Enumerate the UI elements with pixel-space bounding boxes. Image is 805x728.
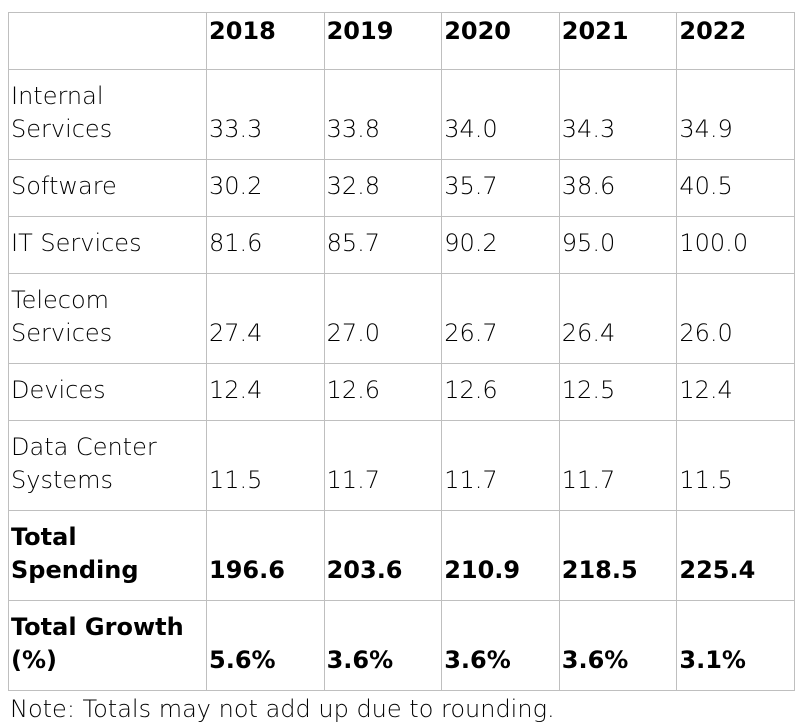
table-row: Total Growth (%) 5.6% 3.6% 3.6% 3.6% 3.1% [9, 601, 795, 691]
value-cell: 12.6 [324, 364, 442, 421]
page: 2018 2019 2020 2021 2022 Internal Services 33.… [0, 0, 805, 728]
value-cell: 12.4 [207, 364, 325, 421]
row-label-cell: Devices [9, 364, 207, 421]
value-cell: 12.4 [677, 364, 795, 421]
value-cell: 27.4 [207, 274, 325, 364]
value-cell: 210.9 [442, 511, 560, 601]
value-cell: 11.5 [677, 421, 795, 511]
value-cell: 3.6% [559, 601, 677, 691]
table-row: Internal Services 33.3 33.8 34.0 34.3 34.9 [9, 70, 795, 160]
value-cell: 3.1% [677, 601, 795, 691]
value-cell: 35.7 [442, 160, 560, 217]
table-row: Total Spending 196.6 203.6 210.9 218.5 225.4 [9, 511, 795, 601]
table-row: Telecom Services 27.4 27.0 26.7 26.4 26.0 [9, 274, 795, 364]
spending-table: 2018 2019 2020 2021 2022 Internal Services 33.… [8, 12, 795, 691]
value-cell: 30.2 [207, 160, 325, 217]
year-header-cell: 2018 [207, 13, 325, 70]
value-cell: 33.3 [207, 70, 325, 160]
row-label-cell: Software [9, 160, 207, 217]
value-cell: 11.5 [207, 421, 325, 511]
value-cell: 11.7 [442, 421, 560, 511]
value-cell: 81.6 [207, 217, 325, 274]
header-corner-cell [9, 13, 207, 70]
row-label-cell: Data Center Systems [9, 421, 207, 511]
value-cell: 100.0 [677, 217, 795, 274]
value-cell: 12.5 [559, 364, 677, 421]
value-cell: 27.0 [324, 274, 442, 364]
value-cell: 26.7 [442, 274, 560, 364]
value-cell: 34.0 [442, 70, 560, 160]
value-cell: 38.6 [559, 160, 677, 217]
year-header-cell: 2019 [324, 13, 442, 70]
value-cell: 34.9 [677, 70, 795, 160]
value-cell: 196.6 [207, 511, 325, 601]
value-cell: 5.6% [207, 601, 325, 691]
value-cell: 225.4 [677, 511, 795, 601]
year-header-cell: 2020 [442, 13, 560, 70]
value-cell: 40.5 [677, 160, 795, 217]
value-cell: 26.4 [559, 274, 677, 364]
row-label-cell: Internal Services [9, 70, 207, 160]
row-label-cell: Total Spending [9, 511, 207, 601]
value-cell: 218.5 [559, 511, 677, 601]
value-cell: 34.3 [559, 70, 677, 160]
table-row: IT Services 81.6 85.7 90.2 95.0 100.0 [9, 217, 795, 274]
table-row: Devices 12.4 12.6 12.6 12.5 12.4 [9, 364, 795, 421]
row-label-cell: Total Growth (%) [9, 601, 207, 691]
value-cell: 11.7 [559, 421, 677, 511]
table-row: Software 30.2 32.8 35.7 38.6 40.5 [9, 160, 795, 217]
value-cell: 95.0 [559, 217, 677, 274]
value-cell: 32.8 [324, 160, 442, 217]
year-header-cell: 2021 [559, 13, 677, 70]
footnote: Note: Totals may not add up due to round… [10, 694, 555, 724]
row-label-cell: IT Services [9, 217, 207, 274]
value-cell: 3.6% [442, 601, 560, 691]
value-cell: 203.6 [324, 511, 442, 601]
value-cell: 11.7 [324, 421, 442, 511]
value-cell: 33.8 [324, 70, 442, 160]
value-cell: 85.7 [324, 217, 442, 274]
table-body: 2018 2019 2020 2021 2022 Internal Services 33.… [9, 13, 795, 691]
value-cell: 90.2 [442, 217, 560, 274]
header-row: 2018 2019 2020 2021 2022 [9, 13, 795, 70]
table-row: Data Center Systems 11.5 11.7 11.7 11.7 11.5 [9, 421, 795, 511]
value-cell: 12.6 [442, 364, 560, 421]
value-cell: 26.0 [677, 274, 795, 364]
value-cell: 3.6% [324, 601, 442, 691]
row-label-cell: Telecom Services [9, 274, 207, 364]
year-header-cell: 2022 [677, 13, 795, 70]
